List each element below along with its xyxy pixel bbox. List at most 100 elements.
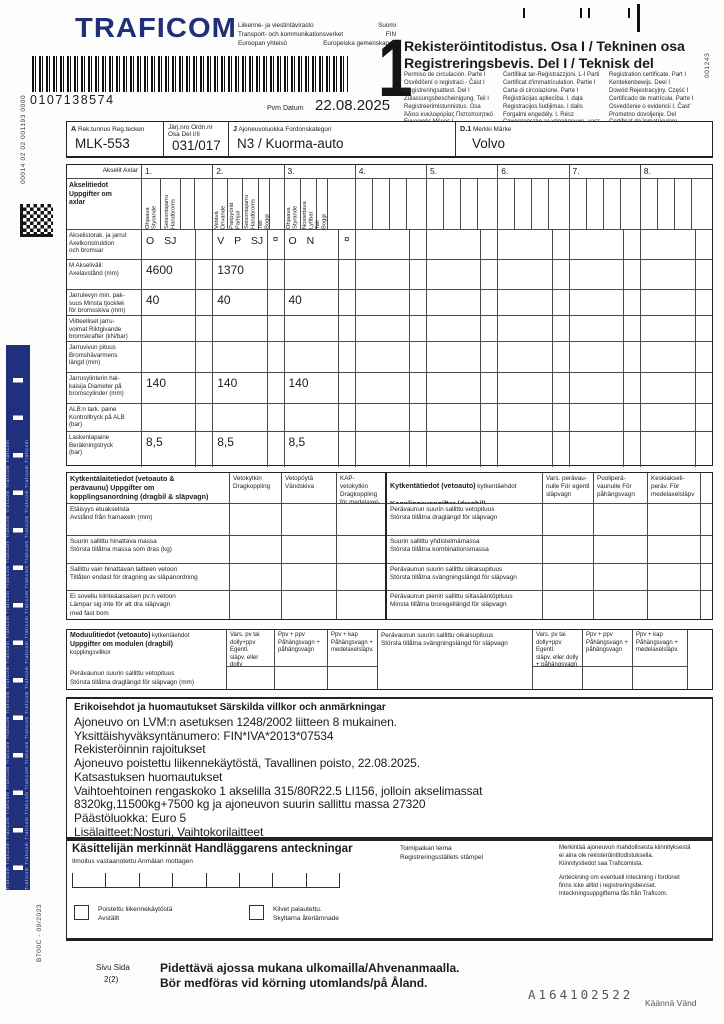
axle4-construction <box>355 230 427 260</box>
coupling-value <box>230 591 282 619</box>
value: 140 <box>217 376 238 390</box>
axle-attr: Ohjaava Styrande <box>142 179 161 229</box>
plates-returned-checkbox[interactable] <box>249 905 264 920</box>
coupling-value <box>701 504 712 536</box>
axle-attr <box>195 179 212 229</box>
axle3-brake-force <box>284 316 356 342</box>
part-number: 1 <box>378 23 413 114</box>
axle-attr <box>270 179 283 229</box>
axle1-attribute-headers: Ohjaava Styrande Seisontajarru Handbroms <box>142 179 214 230</box>
make-value: Volvo <box>472 136 506 151</box>
axle6-attribute-headers <box>498 179 570 230</box>
special-line: Lisälaitteet:Nosturi, Vaihtokorilaitteet <box>74 824 264 839</box>
axle1-construction: O SJ <box>142 230 214 260</box>
attr-label: Seisontajarru Handbroms <box>164 194 177 229</box>
coupling-value <box>282 504 337 536</box>
axle-attr: Paripyörät Parhjul <box>228 179 244 229</box>
teli-subcell <box>480 373 497 403</box>
teli-subcell <box>337 260 355 289</box>
received-date-grid[interactable] <box>72 873 340 888</box>
axle5-cylinder-diameter <box>427 373 499 404</box>
axle-attr <box>181 179 195 229</box>
axle-row-label: Laskentapaine Beräkningstryck (bar) <box>67 432 142 467</box>
field-label-text: Ajoneuvoluokka Fordonskategori <box>238 126 332 133</box>
attr-label: Ohjaava Styrande <box>144 205 157 229</box>
axle-attr <box>570 179 587 229</box>
coupling-value <box>701 564 712 591</box>
axle-attr <box>328 179 355 229</box>
order-number-value: 031/017 <box>172 138 221 153</box>
value <box>498 260 551 289</box>
teli-subcell <box>551 290 569 315</box>
translation: Reģistrācijas apliecība. I. daļa <box>503 95 583 102</box>
right-margin-code: 001243 <box>704 52 711 78</box>
translation: Forgalmi engedély. I. Rész <box>503 111 574 118</box>
agency-fi: Liikenne- ja viestintävirasto <box>238 22 314 29</box>
coupling-value <box>543 564 594 591</box>
value <box>570 432 623 467</box>
value: 4600 <box>146 263 173 277</box>
teli-subcell <box>409 230 426 259</box>
axle-attr <box>658 179 675 229</box>
coupling-row-label: Ei sovellu kiinteäaisaisen pv:n vetoon L… <box>67 591 230 619</box>
axle-column-header: 6. <box>498 165 570 179</box>
value <box>285 342 338 372</box>
translation: Carta di circolazione. Parte I <box>503 87 579 94</box>
axle-attr: Seisontajarru Handbroms <box>243 179 260 229</box>
title-rest: kytkentäehdot <box>150 633 190 639</box>
document-title: Rekisteröintitodistus. Osa I / Tekninen … <box>404 39 685 73</box>
coupling-value <box>337 504 385 536</box>
coupling-value <box>648 504 701 536</box>
axle5-wheelbase <box>427 260 499 290</box>
teli-subcell <box>695 230 712 259</box>
date-label: Pvm Datum <box>267 105 304 112</box>
axle2-lever-length <box>213 342 285 373</box>
axle5-lever-length <box>427 342 499 373</box>
registration-mark <box>628 8 630 18</box>
value <box>570 290 623 315</box>
teli-subcell <box>480 316 497 341</box>
handler-title: Käsittelijän merkinnät Handläggarens ant… <box>72 843 353 855</box>
axle1-disc-thickness: 40 <box>142 290 214 316</box>
decommissioned-checkbox[interactable] <box>74 905 89 920</box>
axle3-alb-pressure <box>284 404 356 432</box>
module-value <box>583 667 633 689</box>
coupling-col-header: Keskiakseli- peräv. För medelaxelsläpv <box>648 473 701 504</box>
mortgage-note-fi: Merkintää ajoneuvon mahdollisesta kiinni… <box>559 845 691 867</box>
coupling-value <box>282 591 337 619</box>
axle4-cylinder-diameter <box>355 373 427 404</box>
axle5-alb-pressure <box>427 404 499 432</box>
axle-column-header: 4. <box>355 165 427 179</box>
axle-attr <box>515 179 533 229</box>
axle4-lever-length <box>355 342 427 373</box>
coupling-value <box>648 536 701 564</box>
teli-subcell <box>409 432 426 467</box>
axle5-disc-thickness <box>427 290 499 316</box>
date-cell <box>205 873 239 887</box>
received-label: Ilmoitus vastaanotettu Anmälan mottagen <box>72 858 193 865</box>
axle1-cylinder-diameter: 140 <box>142 373 214 404</box>
module-value <box>328 667 378 689</box>
field-vehicle-category: J Ajoneuvoluokka Fordonskategori N3 / Ku… <box>229 122 456 156</box>
teli-subcell <box>195 404 212 431</box>
translation: Osvedčenie o evidencii I. Časť <box>609 103 691 110</box>
value <box>641 316 695 341</box>
module-col-header: Ppv + ppv Påhängsvagn + påhängsvagn <box>583 630 633 667</box>
coupling-row-label: Perävaunun suurin sallittu oikaisupituus… <box>387 564 543 591</box>
value <box>570 260 623 289</box>
module-title: Moduulitiedot (vetoauto) kytkentäehdot U… <box>70 632 223 657</box>
axle6-cylinder-diameter <box>498 373 570 404</box>
module-value <box>275 667 328 689</box>
translation: Kentekenbewijs. Deel I <box>609 79 671 86</box>
translation: Certificado de matrícula. Parte I <box>609 95 694 102</box>
axle-attr: Teli Boggi <box>258 179 271 229</box>
coupling-value <box>701 536 712 564</box>
special-conditions-box: Erikoisehdot ja huomautukset Särskilda v… <box>66 697 713 839</box>
decommissioned-checkbox-label: Poistettu liikennekäytöstä Avställt <box>98 906 173 922</box>
axle4-brake-force <box>355 316 427 342</box>
title-bold: Moduulitiedot (vetoauto) <box>70 632 151 639</box>
carry-notice-fi: Pidettävä ajossa mukana ulkomailla/Ahven… <box>160 961 460 975</box>
translation: Registreringsattest. Del I <box>404 87 470 94</box>
coupling-value <box>648 564 701 591</box>
barcode-number: 0107138574 <box>30 93 115 107</box>
